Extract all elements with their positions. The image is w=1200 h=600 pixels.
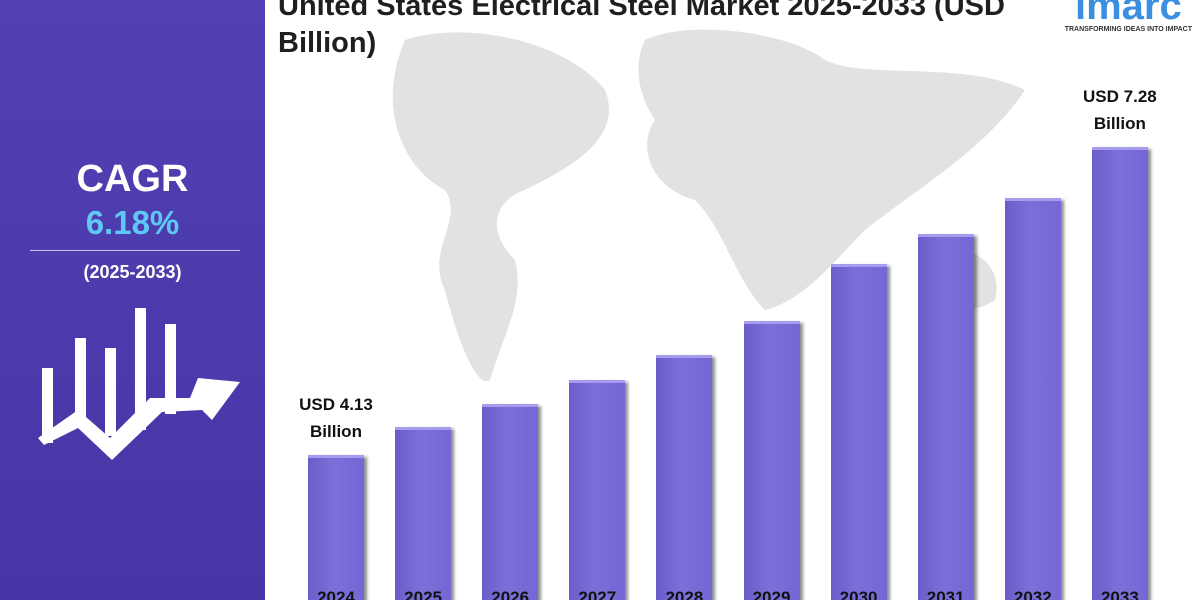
- x-tick-label: 2033: [1100, 588, 1139, 600]
- x-tick-label: 2032: [1013, 588, 1052, 600]
- divider: [30, 250, 240, 251]
- bar: [743, 320, 800, 600]
- bar: [1091, 146, 1148, 600]
- value-label: USD 7.28 Billion: [1083, 86, 1157, 133]
- bar: [395, 426, 452, 600]
- chart-area: United States Electrical Steel Market 20…: [265, 0, 1200, 600]
- x-tick-label: 2027: [578, 588, 617, 600]
- bar: [308, 454, 364, 600]
- x-tick-label: 2028: [665, 588, 704, 600]
- cagr-period: (2025-2033): [83, 262, 182, 282]
- x-tick-label: 2026: [491, 588, 530, 600]
- cagr-value: 6.18%: [85, 204, 180, 241]
- bar: [1004, 197, 1061, 600]
- x-tick-label: 2029: [752, 588, 791, 600]
- bar: [917, 233, 974, 600]
- bar: [482, 404, 539, 600]
- cagr-label: CAGR: [76, 158, 189, 200]
- logo-tagline: TRANSFORMING IDEAS INTO IMPACT: [1064, 26, 1192, 33]
- logo: imarc TRANSFORMING IDEAS INTO IMPACT: [1065, 0, 1192, 33]
- logo-name: imarc: [1074, 0, 1182, 28]
- x-tick-label: 2024: [317, 588, 355, 600]
- x-tick-label: 2025: [404, 588, 442, 600]
- x-tick-label: 2031: [926, 588, 965, 600]
- growth-icon: [38, 308, 240, 460]
- x-tick-label: 2030: [839, 588, 878, 600]
- chart-title: United States Electrical Steel Market 20…: [278, 0, 1005, 59]
- cagr-panel: CAGR 6.18% (2025-2033): [0, 0, 265, 600]
- value-label: USD 4.13 Billion: [299, 394, 373, 441]
- bar: [656, 355, 713, 600]
- bar: [569, 379, 626, 600]
- bar: [830, 264, 887, 600]
